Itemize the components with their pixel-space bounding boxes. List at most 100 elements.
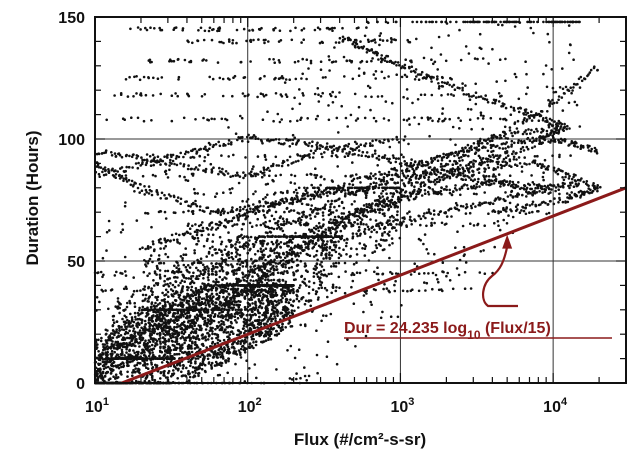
data-point: [159, 345, 162, 349]
data-point: [351, 42, 355, 46]
data-point: [469, 222, 472, 225]
data-point: [272, 278, 276, 282]
data-point: [136, 352, 140, 356]
data-point: [578, 86, 582, 89]
data-point: [143, 285, 147, 288]
data-point: [106, 347, 109, 351]
data-point: [445, 176, 449, 179]
data-point: [275, 227, 279, 230]
data-point: [269, 337, 273, 341]
data-point: [221, 269, 225, 273]
data-point: [319, 263, 322, 266]
data-point: [124, 308, 127, 311]
data-point: [449, 138, 452, 141]
data-point: [365, 223, 368, 226]
data-point: [285, 308, 289, 312]
data-point: [200, 300, 204, 304]
data-point: [403, 63, 407, 67]
data-point: [245, 308, 248, 311]
data-point: [226, 287, 230, 291]
data-point: [95, 296, 99, 299]
data-point: [264, 315, 267, 319]
data-point: [509, 113, 513, 116]
data-point: [113, 274, 117, 277]
data-point: [156, 267, 159, 271]
data-point: [381, 212, 385, 216]
data-point: [251, 275, 254, 278]
data-point: [102, 367, 106, 371]
data-point: [138, 341, 141, 345]
data-point: [331, 236, 335, 240]
data-point: [526, 20, 529, 24]
data-point: [371, 251, 374, 254]
data-point: [309, 304, 313, 308]
data-point: [316, 371, 319, 375]
data-point: [402, 66, 406, 69]
data-point: [337, 275, 341, 279]
data-point: [220, 319, 223, 323]
data-point: [209, 284, 212, 287]
data-point: [164, 269, 167, 273]
data-point: [307, 300, 311, 303]
data-point: [270, 308, 274, 311]
data-point: [106, 358, 109, 361]
data-point: [268, 219, 272, 223]
data-point: [228, 313, 231, 317]
data-point: [514, 209, 518, 213]
data-point: [184, 265, 188, 269]
data-point: [262, 166, 266, 169]
data-point: [479, 250, 483, 253]
data-point: [439, 53, 443, 56]
data-point: [521, 206, 525, 209]
data-point: [353, 140, 357, 144]
data-point: [117, 344, 120, 347]
data-point: [449, 20, 452, 24]
data-point: [570, 177, 574, 181]
data-point: [138, 306, 141, 310]
data-point: [232, 306, 236, 309]
data-point: [348, 255, 352, 258]
data-point: [522, 209, 526, 213]
data-point: [544, 135, 548, 138]
data-point: [577, 190, 581, 194]
data-point: [201, 333, 204, 336]
data-point: [567, 101, 571, 105]
data-point: [99, 362, 102, 366]
data-point: [431, 217, 434, 221]
data-point: [249, 235, 253, 239]
data-point: [205, 288, 209, 292]
data-point: [512, 106, 516, 110]
data-point: [351, 232, 355, 235]
data-point: [229, 239, 233, 242]
data-point: [247, 329, 250, 333]
data-point: [135, 289, 139, 293]
data-point: [221, 314, 224, 317]
data-point: [128, 349, 131, 353]
data-point: [516, 141, 520, 144]
data-point: [394, 20, 398, 24]
data-point: [476, 20, 480, 24]
data-point: [523, 141, 527, 145]
data-point: [218, 275, 222, 279]
data-point: [394, 186, 397, 190]
data-point: [254, 343, 258, 347]
data-point: [274, 92, 278, 95]
data-point: [340, 104, 344, 108]
data-point: [268, 287, 271, 290]
data-point: [474, 151, 478, 154]
data-point: [522, 112, 525, 115]
data-point: [548, 200, 552, 203]
data-point: [176, 261, 179, 265]
data-point: [142, 364, 145, 367]
data-point: [361, 47, 365, 50]
data-point: [216, 314, 220, 318]
data-point: [156, 295, 160, 299]
data-point: [316, 87, 320, 90]
data-point: [214, 301, 218, 305]
data-point: [197, 239, 200, 243]
data-point: [350, 285, 353, 289]
data-point: [524, 206, 527, 210]
data-point: [309, 207, 313, 211]
data-point: [563, 20, 567, 24]
data-point: [358, 242, 362, 245]
